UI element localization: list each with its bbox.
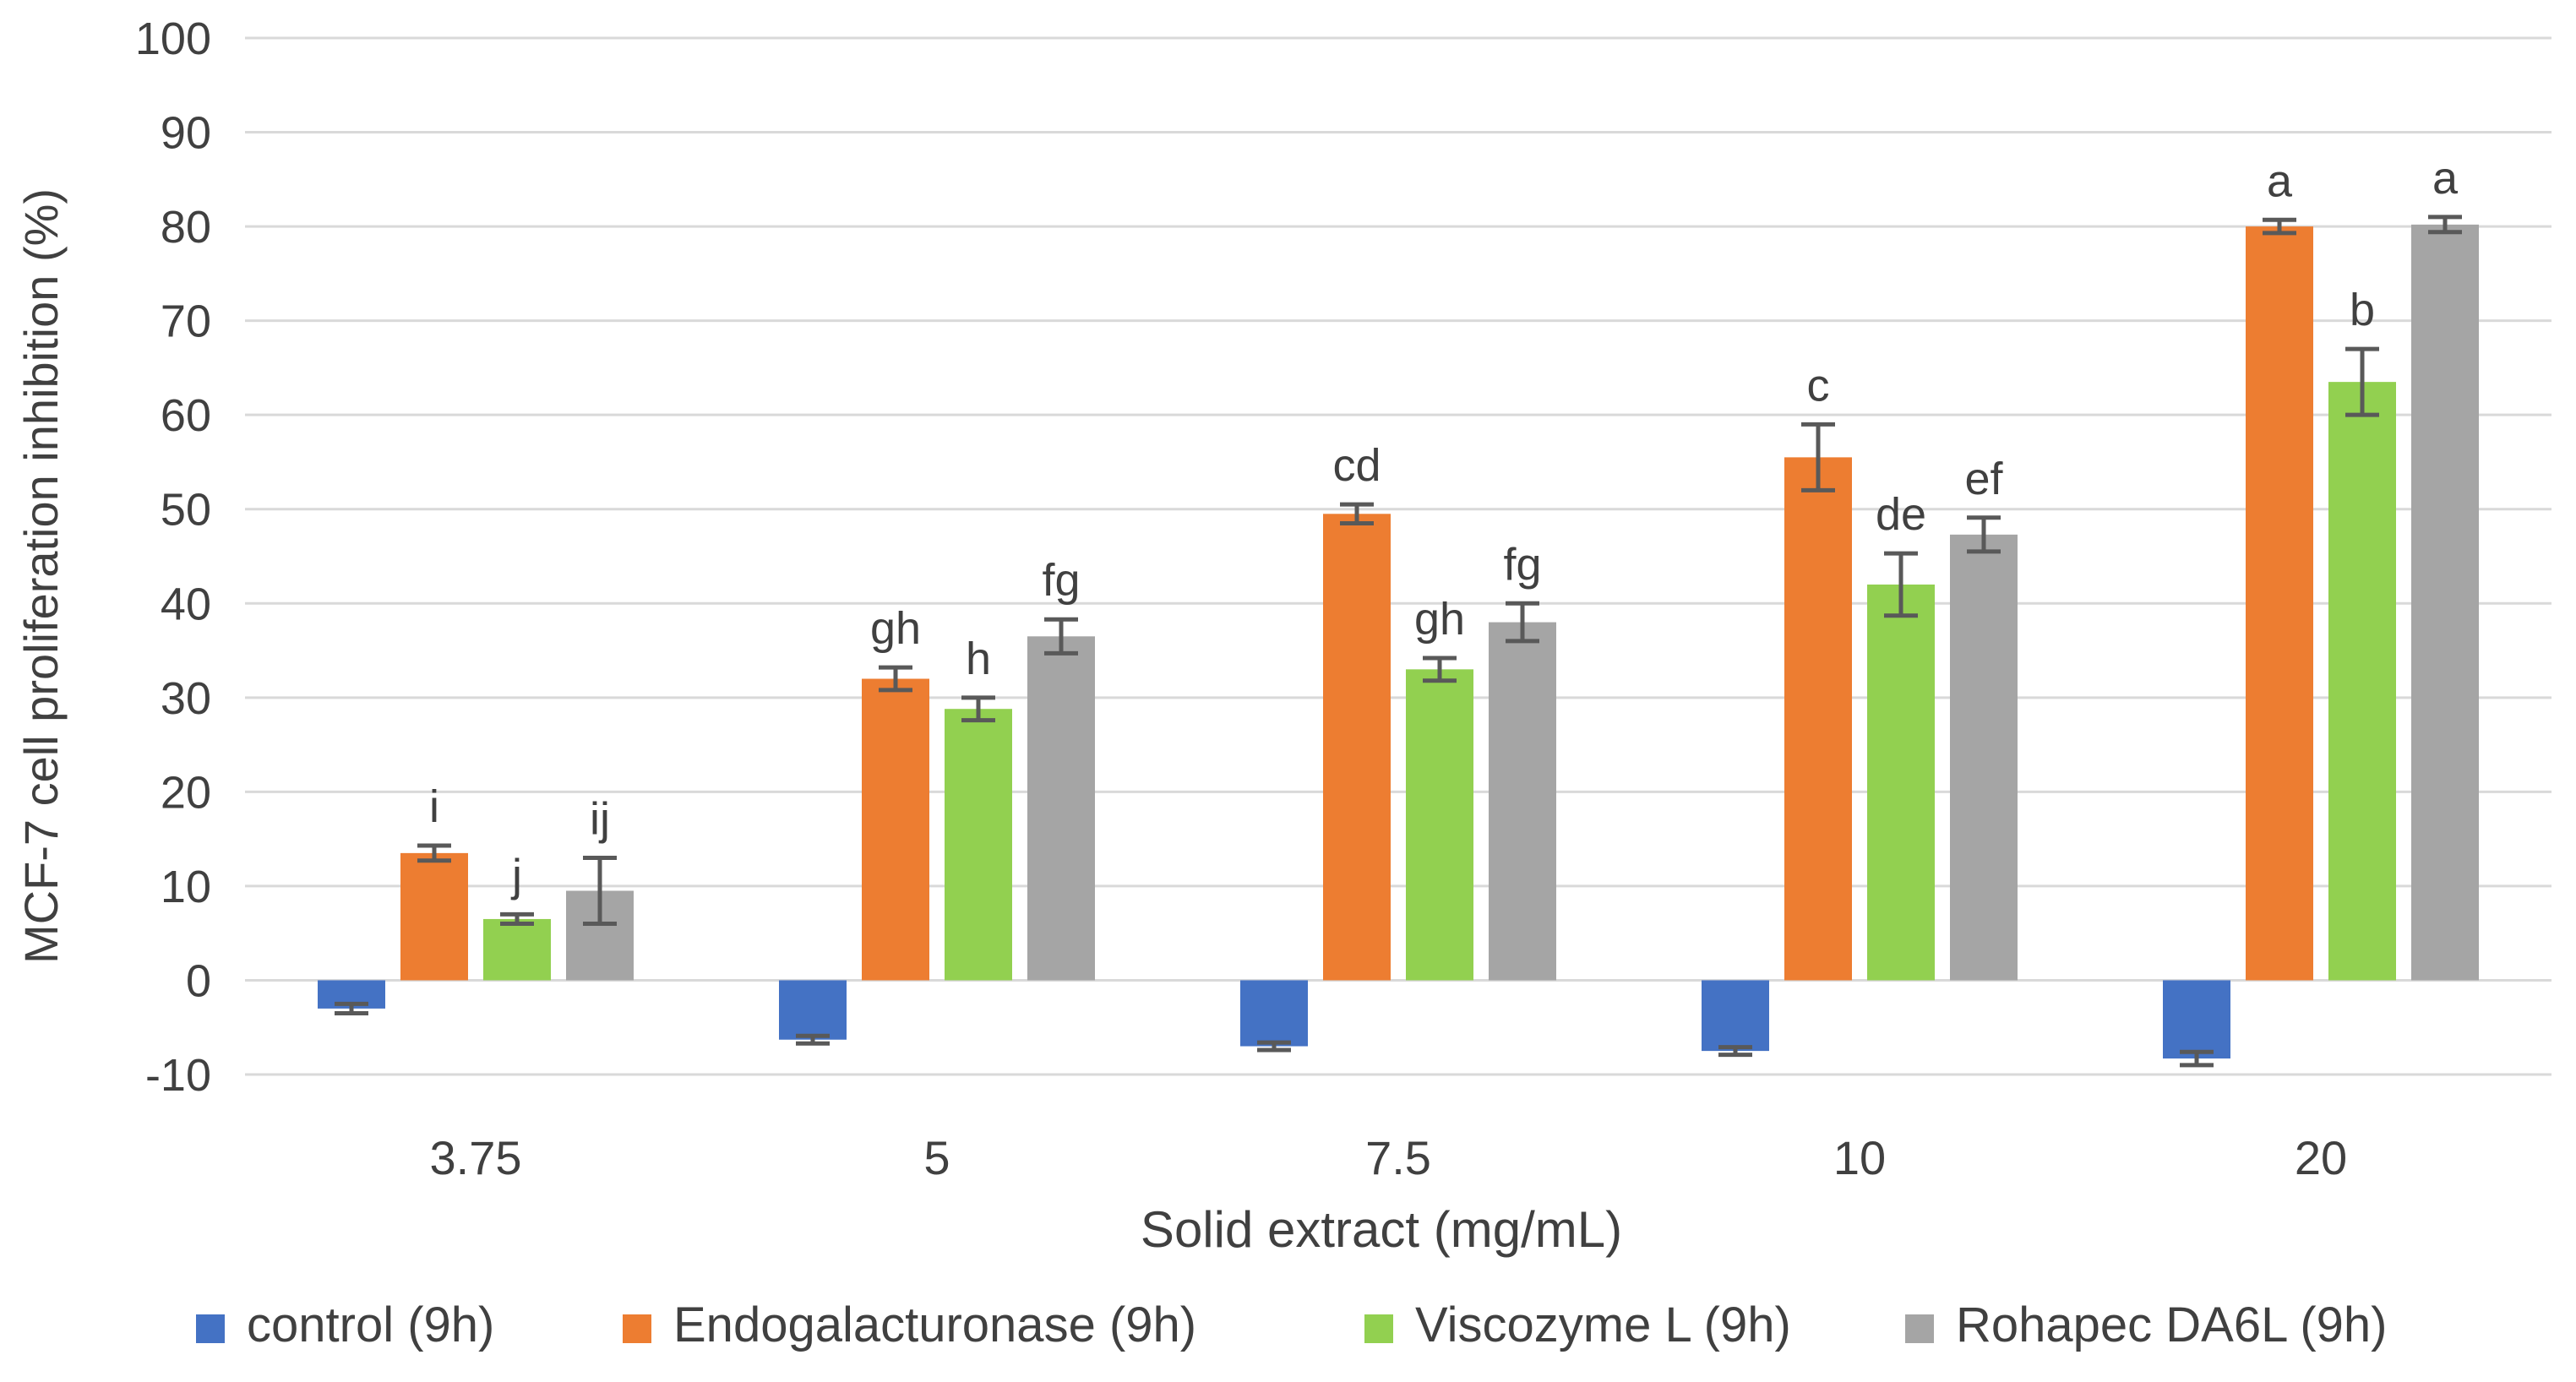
- bar: [1702, 980, 1769, 1052]
- y-tick-label: 10: [161, 862, 211, 912]
- bar: [2246, 226, 2313, 981]
- legend-label: control (9h): [247, 1298, 494, 1352]
- y-tick-label: 30: [161, 673, 211, 724]
- legend-label: Endogalacturonase (9h): [673, 1298, 1196, 1352]
- x-tick-label: 3.75: [430, 1131, 522, 1184]
- bar: [1489, 622, 1556, 981]
- y-tick-label: -10: [145, 1050, 211, 1101]
- error-bar: [1718, 1045, 1752, 1058]
- data-label: fg: [1503, 539, 1541, 590]
- x-tick-label: 20: [2295, 1131, 2347, 1184]
- x-axis-tick-labels: 3.75 5 7.5 10 20: [430, 1131, 2348, 1184]
- bar: [1027, 636, 1095, 981]
- bar: [2411, 224, 2479, 981]
- y-axis-tick-labels: -10 0 10 20 30 40 50 60 70 80 90 100: [135, 14, 211, 1101]
- legend: control (9h) Endogalacturonase (9h) Viscoz…: [196, 1298, 2387, 1352]
- y-tick-label: 20: [161, 767, 211, 818]
- error-bar: [2263, 217, 2296, 236]
- series-1: [318, 980, 2230, 1068]
- data-label: fg: [1042, 555, 1080, 606]
- error-bar: [796, 1033, 830, 1046]
- bar: [1323, 514, 1391, 981]
- data-label: cd: [1332, 440, 1381, 491]
- y-tick-label: 90: [161, 108, 211, 159]
- data-label: gh: [870, 603, 921, 654]
- bar: [400, 852, 468, 981]
- legend-label: Viscozyme L (9h): [1415, 1298, 1791, 1352]
- data-label: j: [510, 850, 522, 900]
- series-2: i gh cd c a: [400, 155, 2313, 981]
- data-label: c: [1807, 360, 1830, 411]
- data-label: ij: [590, 793, 610, 844]
- legend-swatch: [623, 1314, 651, 1343]
- y-tick-label: 0: [186, 955, 211, 1006]
- legend-swatch: [1905, 1314, 1934, 1343]
- y-tick-label: 50: [161, 485, 211, 536]
- data-label: ef: [1964, 454, 2003, 504]
- data-label: h: [966, 634, 991, 684]
- error-bar: [500, 911, 534, 927]
- data-label: de: [1876, 489, 1926, 540]
- error-bar: [2428, 215, 2462, 235]
- legend-swatch: [1364, 1314, 1393, 1343]
- bar: [862, 678, 929, 981]
- bar: [1240, 980, 1308, 1047]
- error-bar: [961, 695, 995, 723]
- error-bar: [583, 855, 617, 927]
- y-tick-label: 60: [161, 390, 211, 441]
- bar: [2163, 980, 2230, 1059]
- bar: [779, 980, 847, 1040]
- legend-item: control (9h): [196, 1298, 494, 1352]
- y-tick-label: 70: [161, 297, 211, 347]
- y-tick-label: 80: [161, 202, 211, 253]
- gridlines: [245, 36, 2551, 1076]
- legend-item: Viscozyme L (9h): [1364, 1298, 1791, 1352]
- error-bar: [1967, 515, 2001, 554]
- bar: [483, 918, 551, 981]
- y-axis-label: MCF-7 cell proliferation inhibition (%): [14, 188, 68, 964]
- error-bar: [1044, 617, 1078, 656]
- bar: [945, 709, 1012, 981]
- bar: [1950, 534, 2018, 981]
- data-label: b: [2350, 285, 2375, 335]
- data-label: i: [429, 781, 439, 832]
- data-label: gh: [1414, 594, 1465, 645]
- error-bar: [2345, 346, 2379, 417]
- x-tick-label: 5: [923, 1131, 950, 1184]
- y-tick-label: 40: [161, 579, 211, 629]
- bar: [2328, 382, 2396, 981]
- error-bar: [1884, 551, 1918, 618]
- legend-item: Rohapec DA6L (9h): [1905, 1298, 2387, 1352]
- legend-label: Rohapec DA6L (9h): [1956, 1298, 2387, 1352]
- legend-swatch: [196, 1314, 225, 1343]
- legend-item: Endogalacturonase (9h): [623, 1298, 1196, 1352]
- error-bar: [1423, 656, 1457, 683]
- error-bar: [1506, 601, 1539, 644]
- bar: [1784, 457, 1852, 981]
- y-tick-label: 100: [135, 14, 211, 64]
- series-4: ij fg fg ef a: [566, 153, 2479, 981]
- x-tick-label: 10: [1833, 1131, 1886, 1184]
- data-label: a: [2267, 155, 2293, 206]
- x-tick-label: 7.5: [1365, 1131, 1431, 1184]
- error-bar: [335, 1001, 368, 1015]
- error-bar: [417, 843, 451, 863]
- x-axis-label: Solid extract (mg/mL): [1141, 1201, 1622, 1258]
- error-bar: [1801, 422, 1835, 492]
- data-label: a: [2432, 153, 2459, 204]
- error-bar: [2180, 1049, 2214, 1068]
- bar: [1406, 669, 1473, 981]
- bar: [1867, 584, 1935, 981]
- error-bar: [879, 665, 912, 693]
- error-bar: [1257, 1040, 1291, 1053]
- error-bar: [1340, 502, 1374, 525]
